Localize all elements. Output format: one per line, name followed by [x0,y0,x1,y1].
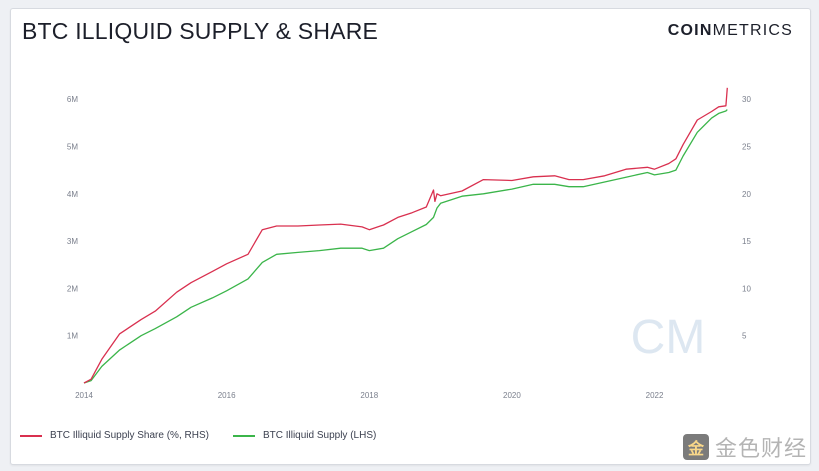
legend-item-share[interactable]: BTC Illiquid Supply Share (%, RHS) [20,430,209,441]
legend-label-share: BTC Illiquid Supply Share (%, RHS) [50,430,209,441]
left-tick-label: 4M [67,190,78,199]
chart-card [10,8,811,465]
chart-legend: BTC Illiquid Supply Share (%, RHS) BTC I… [20,430,400,441]
jinse-logo-icon: 金 [682,434,709,460]
right-tick-label: 15 [742,237,751,246]
brand-logo-regular: METRICS [712,22,793,39]
x-tick-label: 2018 [360,391,378,400]
right-tick-label: 30 [742,95,751,104]
right-tick-label: 10 [742,284,751,293]
legend-swatch-supply [232,434,255,437]
right-tick-label: 20 [742,190,751,199]
series-lines [83,87,728,384]
x-tick-label: 2014 [75,391,93,400]
brand-logo-bold: COIN [667,22,713,39]
left-tick-label: 5M [67,142,78,151]
chart-title: BTC ILLIQUID SUPPLY & SHARE [22,18,379,44]
left-tick-label: 2M [67,284,78,293]
left-tick-label: 6M [67,95,78,104]
jinse-watermark-text: 金色财经 [714,436,807,461]
left-tick-label: 1M [67,332,78,341]
series-line-supply [83,109,728,384]
x-tick-label: 2020 [503,391,521,400]
cm-watermark: CM [631,311,706,364]
left-tick-label: 3M [67,237,78,246]
x-axis: 2014 2016 2018 2020 2022 [75,391,664,400]
left-axis: 1M 2M 3M 4M 5M 6M [67,95,78,341]
cm-watermark-text: CM [631,311,706,364]
right-tick-label: 25 [742,142,751,151]
x-tick-label: 2016 [218,391,236,400]
legend-item-supply[interactable]: BTC Illiquid Supply (LHS) [232,430,377,441]
brand-logo: COINMETRICS [668,22,793,40]
jinse-watermark: 金 金色财经 [682,431,807,463]
series-line-share [83,87,728,384]
right-axis: 5 10 15 20 25 30 [742,95,751,341]
x-tick-label: 2022 [646,391,664,400]
right-tick-label: 5 [742,332,747,341]
legend-label-supply: BTC Illiquid Supply (LHS) [262,430,377,441]
legend-swatch-share [20,434,42,437]
